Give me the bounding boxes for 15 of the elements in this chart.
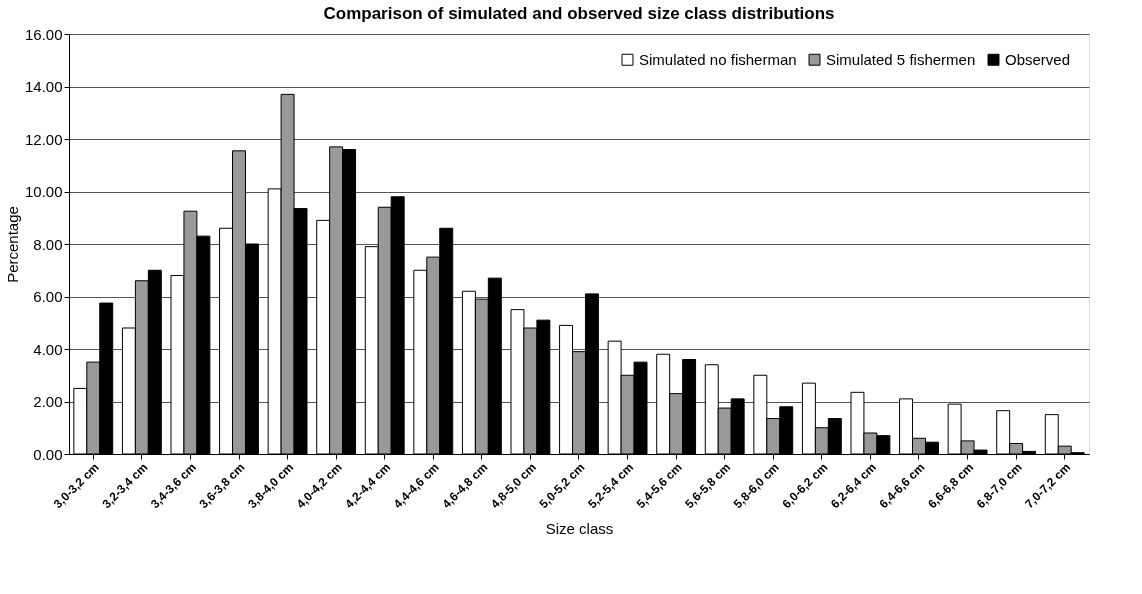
y-tick-label: 10.00 (24, 183, 63, 200)
legend-label: Simulated 5 fishermen (826, 50, 976, 68)
y-tick-label: 14.00 (24, 78, 63, 95)
y-axis-title: Percentage (3, 206, 21, 283)
y-tick-label: 12.00 (24, 130, 63, 148)
y-tick-label: 2.00 (33, 393, 63, 410)
y-tick-label: 0.00 (33, 445, 63, 463)
chart-title: Comparison of simulated and observed size class distributions (323, 4, 835, 23)
y-tick-label: 16.00 (24, 25, 63, 43)
legend-label: Simulated no fisherman (639, 50, 797, 68)
y-tick-label: 6.00 (33, 288, 63, 305)
legend-label: Observed (1005, 50, 1071, 68)
y-tick-label: 4.00 (33, 340, 63, 358)
y-tick-label: 8.00 (33, 235, 63, 253)
x-axis-title: Size class (545, 520, 614, 538)
